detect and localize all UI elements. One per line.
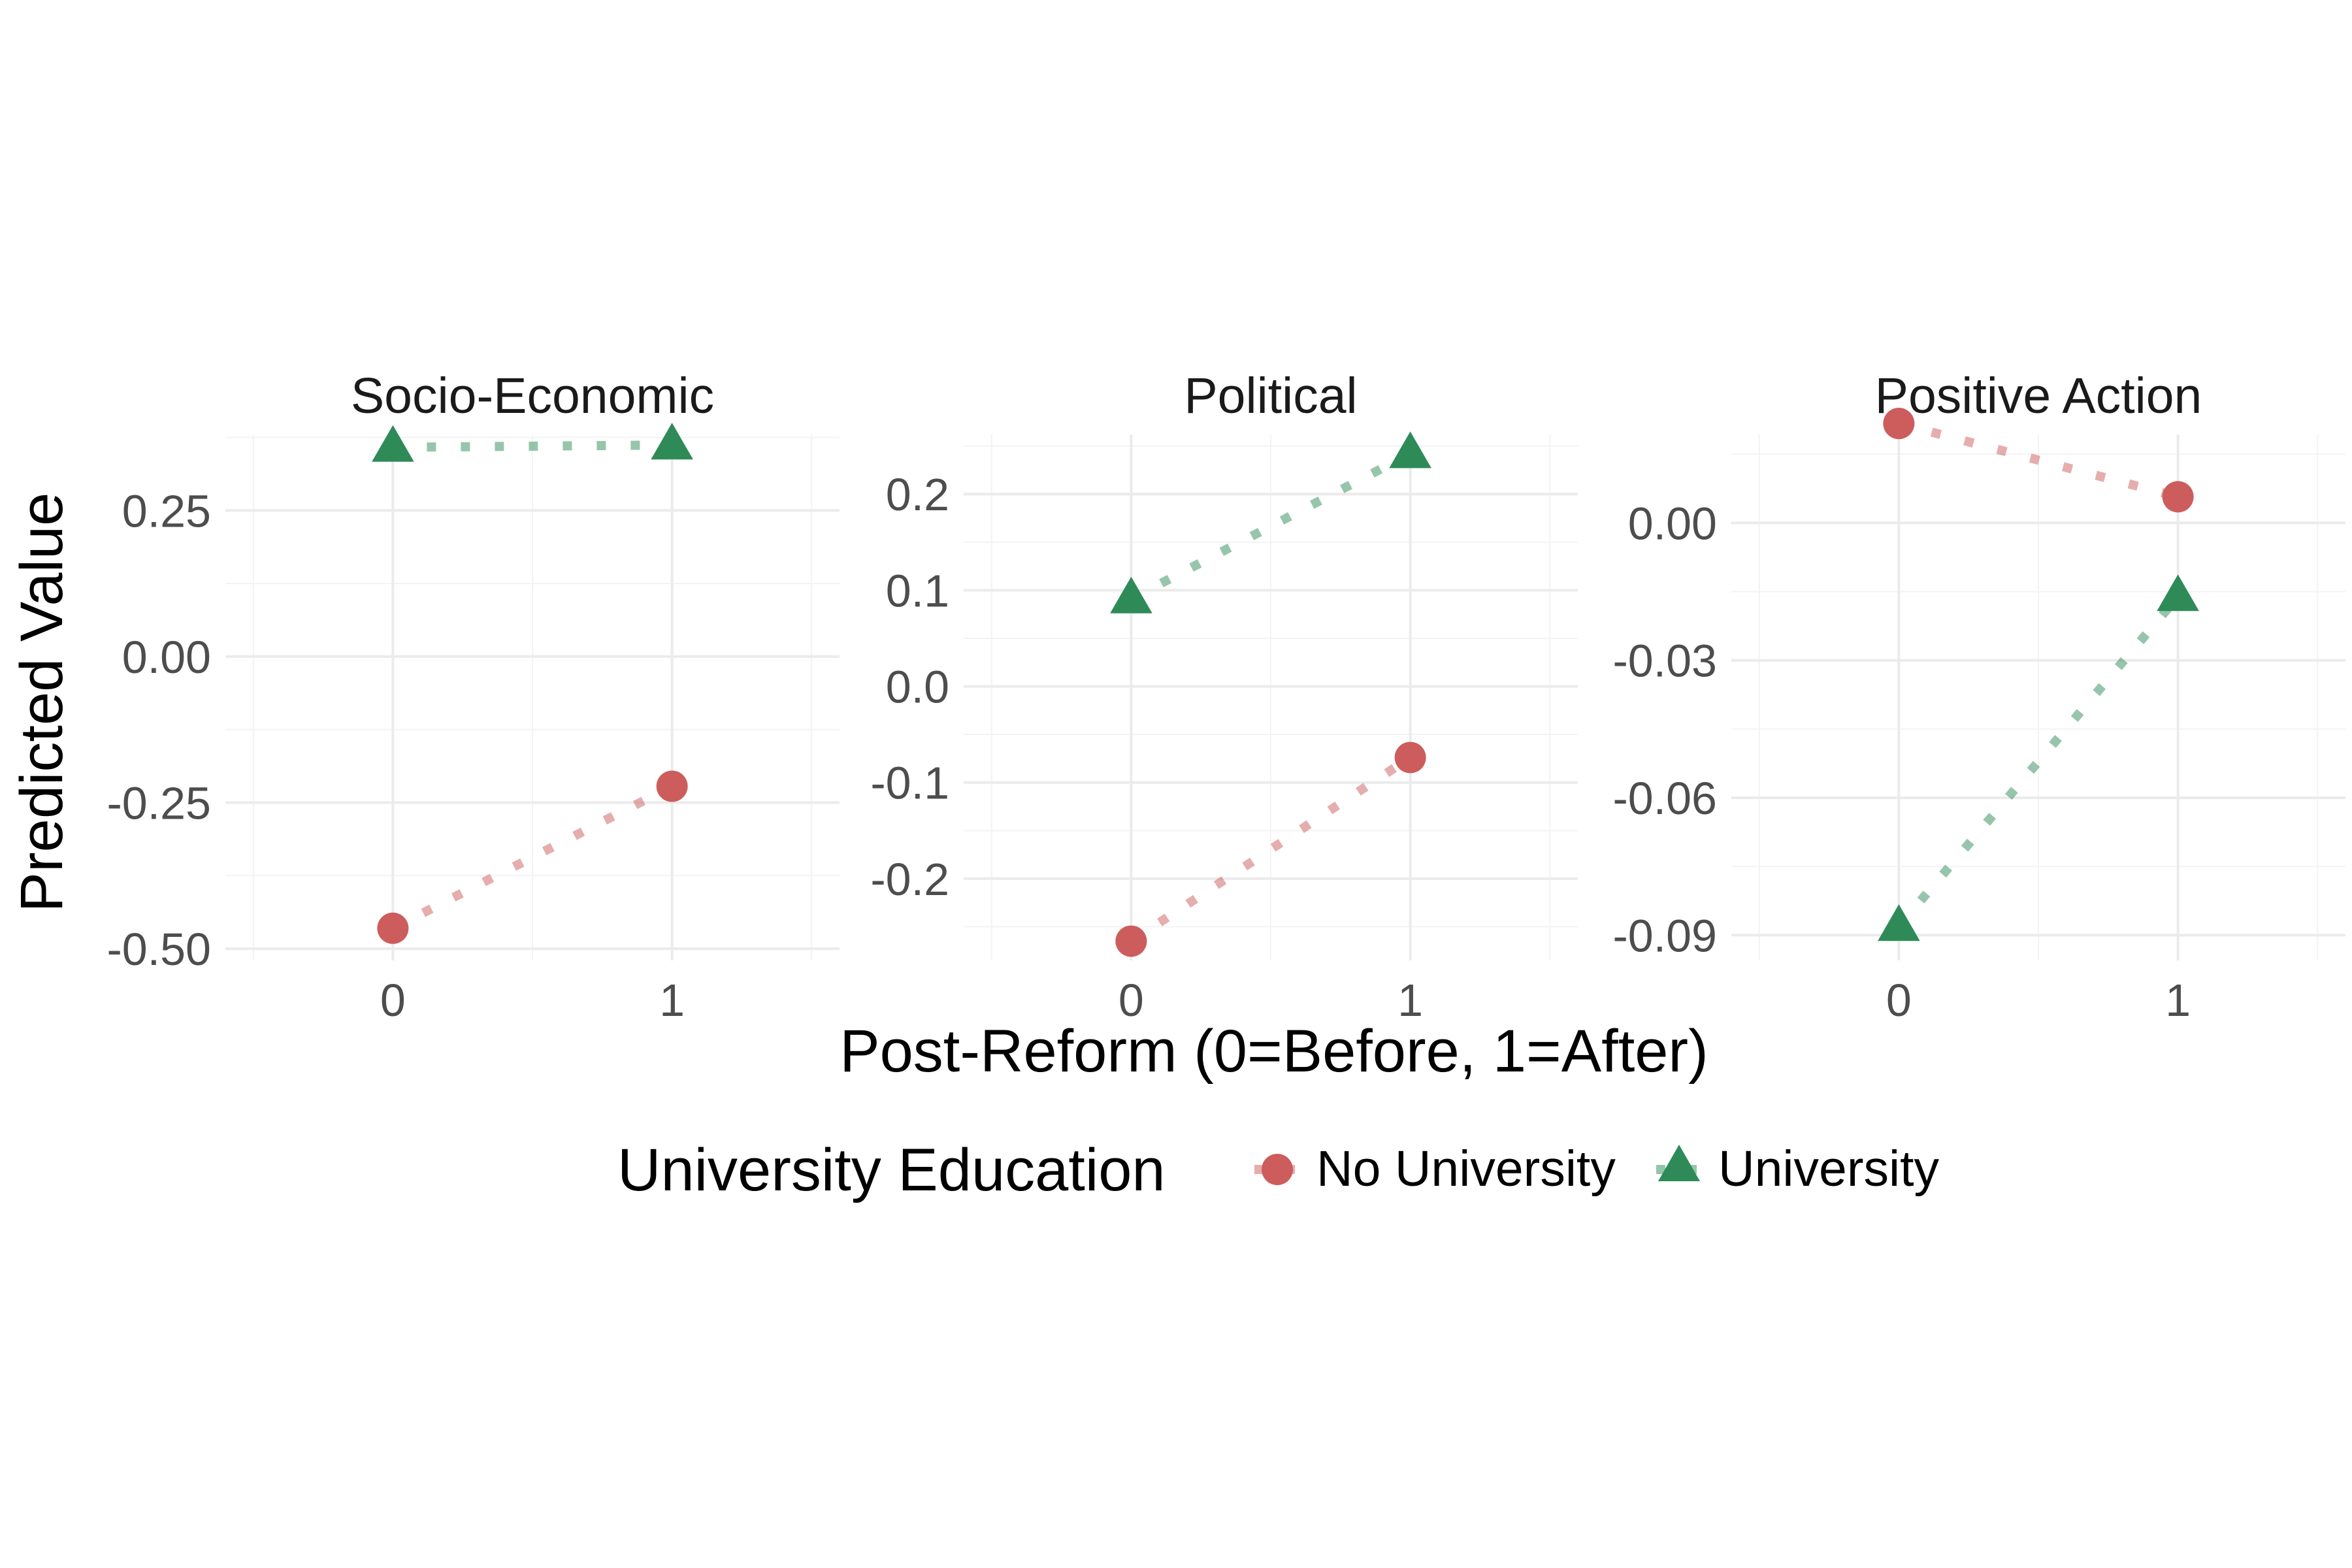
legend-key-circle-no-university — [1262, 1154, 1293, 1185]
y-tick-label: 0.2 — [886, 469, 949, 520]
y-tick-label: -0.2 — [870, 854, 949, 905]
panel-title: Political — [1184, 368, 1357, 424]
y-tick-label: -0.1 — [870, 758, 949, 809]
legend-item-university: University — [1656, 1141, 1940, 1197]
legend-item-no-university: No University — [1254, 1141, 1616, 1197]
point-university — [1878, 904, 1920, 941]
panel-title: Socio-Economic — [351, 368, 714, 424]
panels-layer: 0.250.00-0.25-0.500 1Socio-Economic0.20.1… — [106, 368, 2345, 1026]
x-tick-label: 1 — [1397, 975, 1423, 1026]
series-line-no-university — [1897, 419, 2180, 502]
point-no-university — [377, 912, 409, 944]
legend-label-no-university: No University — [1316, 1141, 1616, 1197]
x-tick-label: 0 — [1886, 975, 1912, 1026]
x-axis-title: Post-Reform (0=Before, 1=After) — [840, 1018, 1708, 1085]
legend-title: University Education — [617, 1137, 1166, 1203]
y-axis-title: Predicted Value — [8, 493, 75, 913]
x-tick-label: 1 — [659, 975, 685, 1026]
y-tick-label: -0.09 — [1612, 910, 1717, 961]
point-no-university — [656, 770, 688, 802]
panel-political: 0.2 0.1 0.0 -0.1 -0.2 0 1 Political — [870, 368, 1578, 1026]
point-university — [1389, 431, 1431, 468]
point-no-university — [1394, 742, 1426, 774]
x-tick-label: 1 — [2165, 975, 2191, 1026]
point-university — [1110, 576, 1152, 613]
point-no-university — [1115, 925, 1147, 957]
series-line-university — [393, 440, 672, 452]
y-tick-label: 0.0 — [886, 662, 949, 713]
point-university — [2157, 574, 2199, 612]
y-tick-label: 0.25 — [122, 485, 211, 536]
x-tick-label: 0 — [1119, 975, 1144, 1026]
y-tick-label: -0.50 — [106, 924, 211, 975]
panel-positive-action: 0.00 -0.03 -0.06 -0.09 0 1 Positive Action — [1612, 368, 2345, 1026]
panel-socio-economic: 0.25 0.00 -0.25 -0.50 0 1 Socio-Economic — [106, 368, 840, 1026]
legend-label-university: University — [1718, 1141, 1940, 1197]
panel-title: Positive Action — [1875, 368, 2202, 424]
y-tick-label: 0.1 — [886, 565, 949, 616]
y-tick-label: -0.06 — [1612, 773, 1717, 824]
series-line-no-university — [1128, 753, 1413, 945]
point-university — [651, 423, 693, 460]
point-no-university — [1883, 408, 1915, 440]
y-tick-label: -0.03 — [1612, 636, 1717, 687]
y-tick-label: 0.00 — [122, 632, 211, 683]
legend-key-triangle-university — [1658, 1145, 1700, 1181]
y-tick-label: 0.00 — [1628, 498, 1717, 549]
series-line-university — [1895, 593, 2181, 930]
y-tick-label: -0.25 — [106, 778, 211, 829]
point-university — [372, 425, 414, 462]
point-no-university — [2162, 481, 2194, 513]
x-tick-label: 0 — [380, 975, 406, 1026]
legend: University Education No University Unive… — [617, 1137, 1940, 1203]
